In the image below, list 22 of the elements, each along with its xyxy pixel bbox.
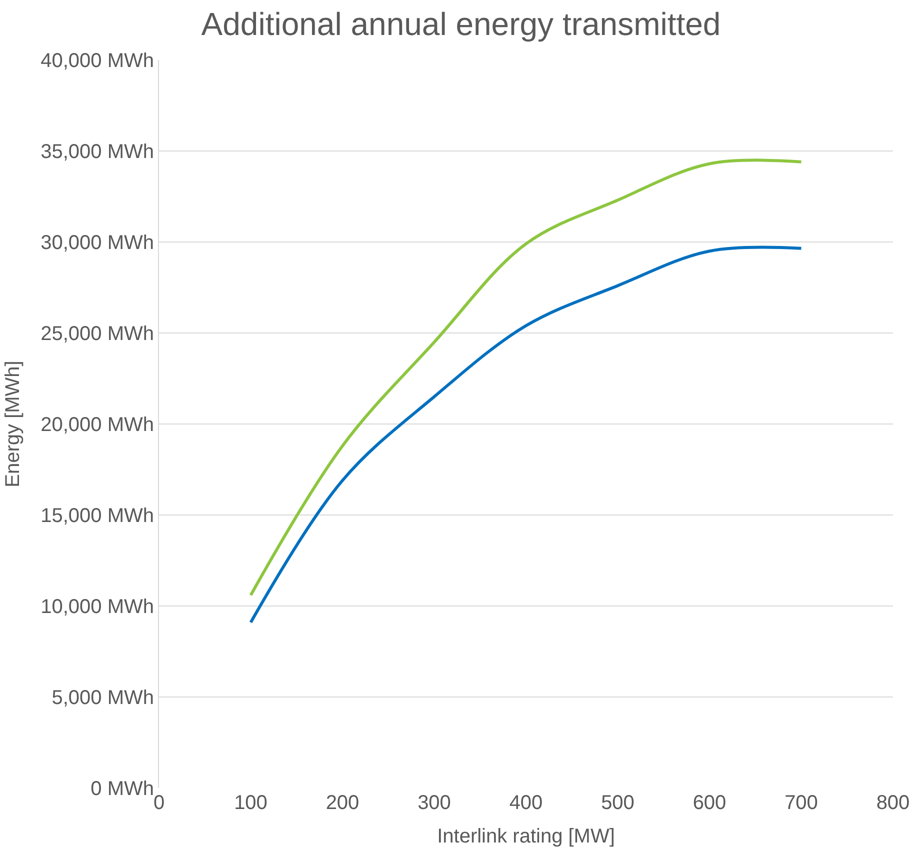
y-tick-label: 25,000 MWh: [40, 323, 154, 345]
y-tick-label: 10,000 MWh: [40, 596, 154, 618]
x-tick-label: 100: [234, 792, 268, 814]
y-tick-label: 0 MWh: [90, 778, 154, 800]
x-tick-label: 500: [601, 792, 634, 814]
x-tick-label: 800: [876, 792, 910, 814]
x-tick-label: 0: [153, 792, 165, 814]
x-tick-label: 200: [326, 792, 360, 814]
y-axis-title: Energy [MWh]: [2, 360, 24, 488]
x-tick-label: 400: [509, 792, 543, 814]
line-series: [249, 246, 803, 624]
y-tick-label: 5,000 MWh: [52, 687, 154, 709]
y-tick-label: 15,000 MWh: [40, 505, 154, 527]
y-tick-label: 35,000 MWh: [40, 141, 154, 163]
y-tick-label: 40,000 MWh: [40, 50, 154, 72]
x-axis-title: Interlink rating [MW]: [437, 826, 615, 848]
y-tick-label: 30,000 MWh: [40, 232, 154, 254]
x-tick-label: 700: [784, 792, 818, 814]
y-tick-label: 20,000 MWh: [40, 414, 154, 436]
x-tick-label: 600: [692, 792, 726, 814]
x-tick-label: 300: [418, 792, 451, 814]
chart-title: Additional annual energy transmitted: [201, 6, 721, 42]
